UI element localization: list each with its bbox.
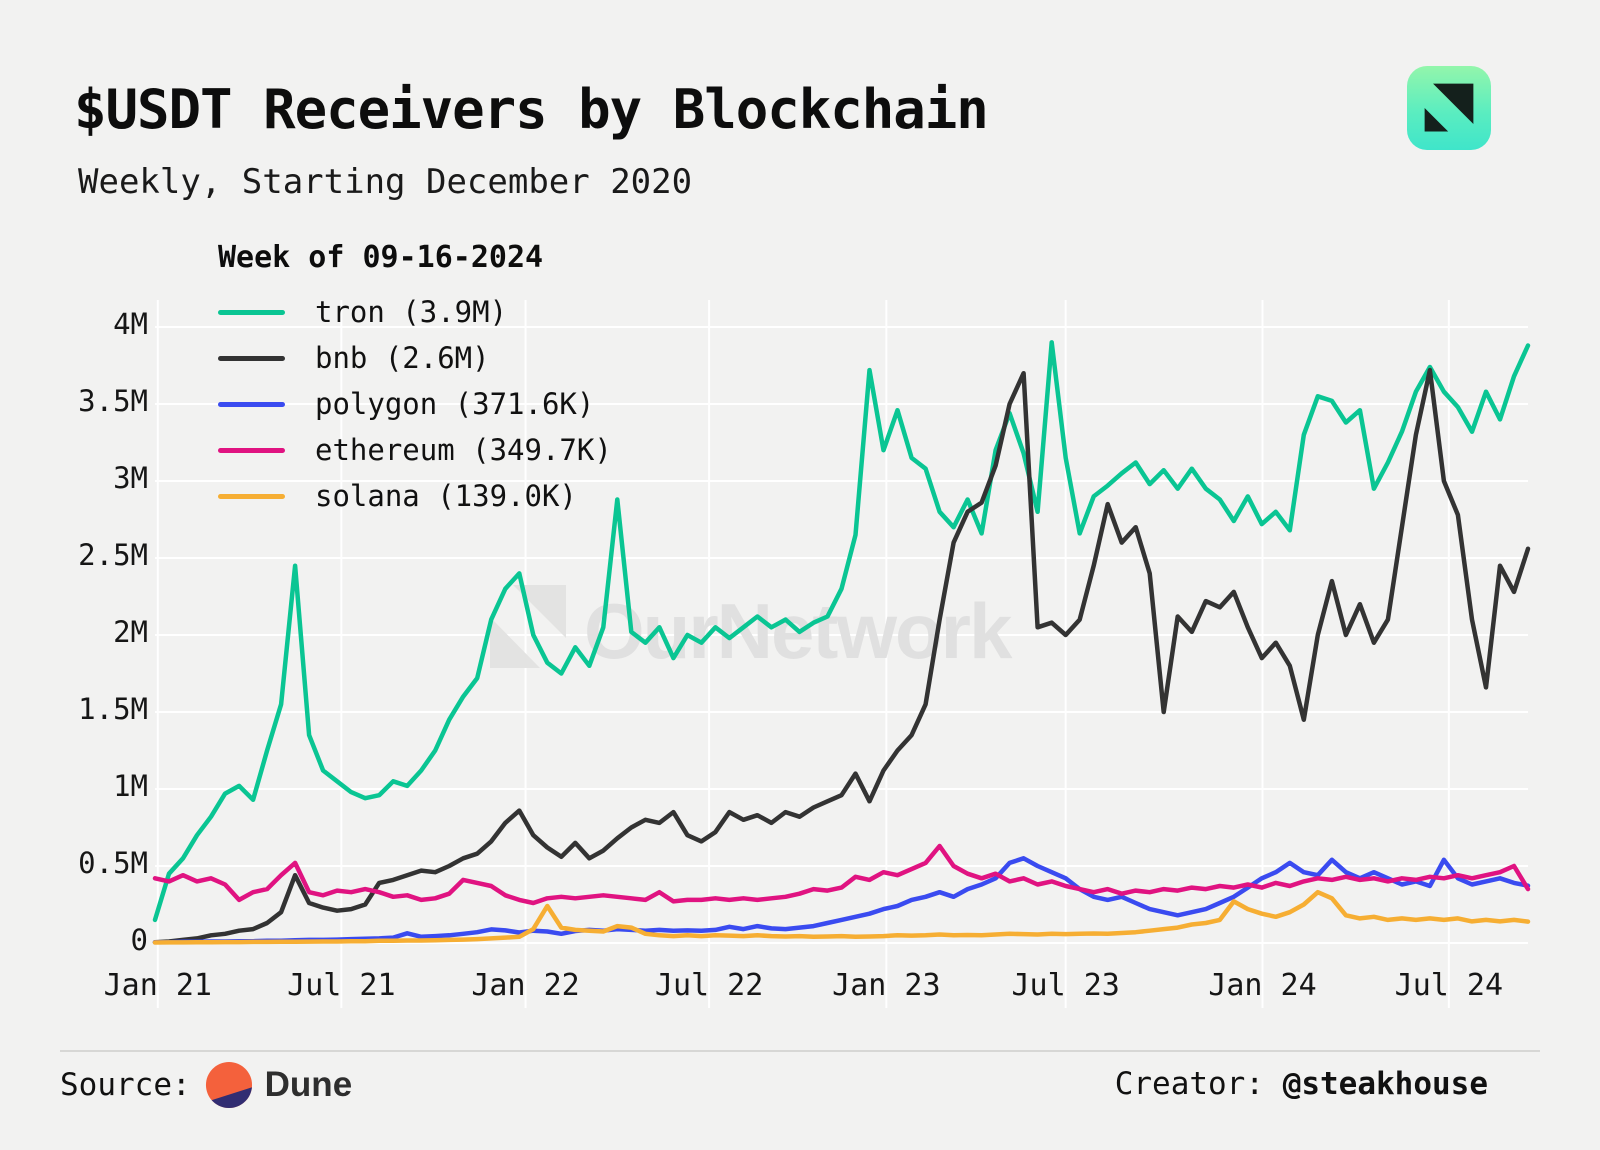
x-tick-label: Jan 23: [832, 968, 941, 1003]
page-subtitle: Weekly, Starting December 2020: [78, 162, 693, 202]
ournetwork-logo: [1407, 66, 1491, 150]
y-tick-label: 1.5M: [78, 692, 148, 726]
footer-creator: Creator: @steakhouse: [1115, 1066, 1488, 1102]
legend-label: tron (3.9M): [315, 295, 508, 329]
line-series-solana: [152, 889, 1531, 945]
line-series-tron: [152, 340, 1531, 923]
y-tick-label: 3M: [113, 461, 148, 495]
x-tick-label: Jan 21: [103, 968, 212, 1003]
y-tick-label: 2.5M: [78, 538, 148, 572]
x-tick-label: Jan 22: [471, 968, 580, 1003]
creator-name: @steakhouse: [1282, 1066, 1488, 1102]
legend-label: ethereum (349.7K): [315, 433, 612, 467]
dune-logo-icon: [205, 1061, 252, 1109]
legend: Week of 09-16-2024 tron (3.9M) bnb (2.6M)…: [218, 240, 612, 519]
legend-item-polygon: polygon (371.6K): [218, 381, 612, 427]
legend-swatch-bnb: [218, 355, 285, 361]
y-tick-label: 2M: [113, 615, 148, 649]
legend-swatch-tron: [218, 309, 285, 315]
x-tick-label: Jul 24: [1394, 968, 1504, 1003]
footer-source: Source: Dune: [60, 1060, 352, 1110]
source-label: Source:: [60, 1067, 191, 1103]
creator-label: Creator:: [1114, 1066, 1283, 1102]
x-tick-label: Jul 23: [1011, 968, 1120, 1003]
legend-item-solana: solana (139.0K): [218, 473, 612, 519]
watermark-logo-icon: [490, 617, 540, 668]
page-title: $USDT Receivers by Blockchain: [74, 78, 989, 141]
legend-swatch-polygon: [218, 401, 285, 407]
legend-title: Week of 09-16-2024: [218, 240, 544, 275]
legend-swatch-solana: [218, 493, 285, 499]
legend-label: solana (139.0K): [315, 479, 577, 513]
legend-swatch-ethereum: [218, 447, 285, 453]
footer-divider: [60, 1050, 1540, 1052]
line-series-bnb: [152, 367, 1531, 945]
x-tick-label: Jul 21: [287, 968, 396, 1003]
source-name: Dune: [264, 1065, 353, 1104]
y-tick-label: 1M: [113, 769, 148, 803]
legend-label: bnb (2.6M): [315, 341, 490, 375]
y-tick-label: 4M: [113, 307, 148, 341]
y-tick-label: 0.5M: [78, 846, 148, 880]
x-tick-label: Jan 24: [1208, 968, 1317, 1003]
ournetwork-logo-icon: [1424, 83, 1474, 132]
x-tick-label: Jul 22: [654, 968, 764, 1003]
line-series-polygon: [152, 856, 1531, 945]
line-series-ethereum: [152, 843, 1531, 906]
legend-label: polygon (371.6K): [315, 387, 595, 421]
legend-item-ethereum: ethereum (349.7K): [218, 427, 612, 473]
y-tick-label: 0: [130, 923, 148, 957]
legend-item-tron: tron (3.9M): [218, 289, 612, 335]
y-tick-label: 3.5M: [78, 384, 148, 418]
legend-items: tron (3.9M) bnb (2.6M) polygon (371.6K) eth…: [218, 289, 612, 519]
watermark-logo-icon: [513, 585, 566, 638]
y-axis-labels: 0 0.5M 1M 1.5M 2M 2.5M 3M 3.5M 4M: [0, 0, 148, 1000]
legend-item-bnb: bnb (2.6M): [218, 335, 612, 381]
